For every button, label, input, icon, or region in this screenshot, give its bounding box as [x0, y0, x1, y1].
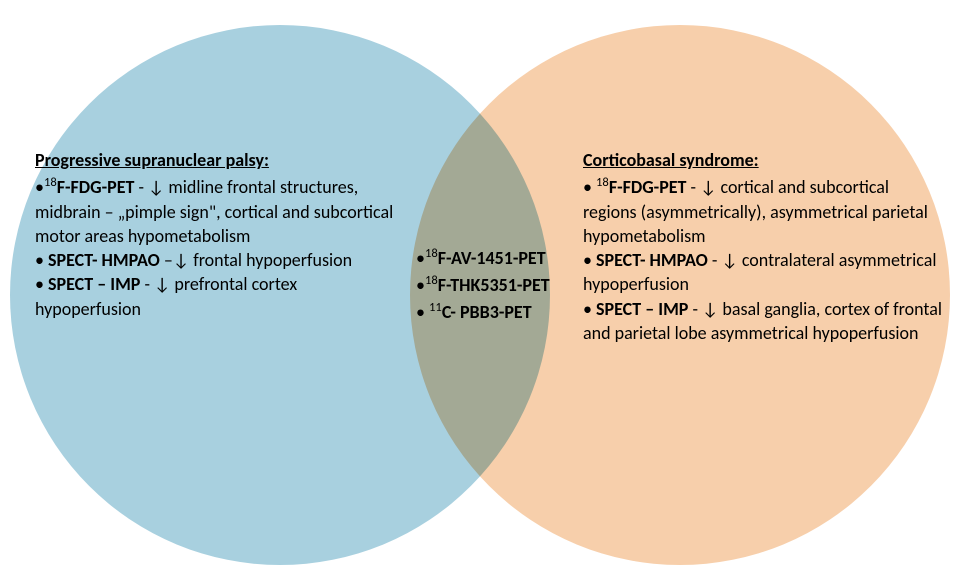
center-item-2: • 11C- PBB3-PET: [416, 299, 550, 326]
left-item-0: •18F-FDG-PET - ↓ midline frontal structu…: [35, 174, 405, 248]
center-item-1: •18F-THK5351-PET: [416, 272, 550, 299]
center-region-text: •18F-AV-1451-PET •18F-THK5351-PET • 11C-…: [416, 245, 550, 326]
right-item-1: • SPECT- HMPAO - ↓ contralateral asymmet…: [583, 248, 943, 297]
right-item-2: • SPECT – IMP - ↓ basal ganglia, cortex …: [583, 297, 943, 346]
right-region-text: Corticobasal syndrome: • 18F-FDG-PET - ↓…: [583, 148, 943, 345]
left-item-2: • SPECT – IMP - ↓ prefrontal cortex hypo…: [35, 272, 405, 321]
center-item-0: •18F-AV-1451-PET: [416, 245, 550, 272]
left-item-1: • SPECT- HMPAO –↓ frontal hypoperfusion: [35, 248, 405, 272]
venn-diagram: Progressive supranuclear palsy: •18F-FDG…: [0, 0, 957, 574]
right-heading: Corticobasal syndrome:: [583, 148, 943, 172]
left-heading: Progressive supranuclear palsy:: [35, 148, 405, 172]
right-item-0: • 18F-FDG-PET - ↓ cortical and subcortic…: [583, 174, 943, 248]
left-region-text: Progressive supranuclear palsy: •18F-FDG…: [35, 148, 405, 321]
